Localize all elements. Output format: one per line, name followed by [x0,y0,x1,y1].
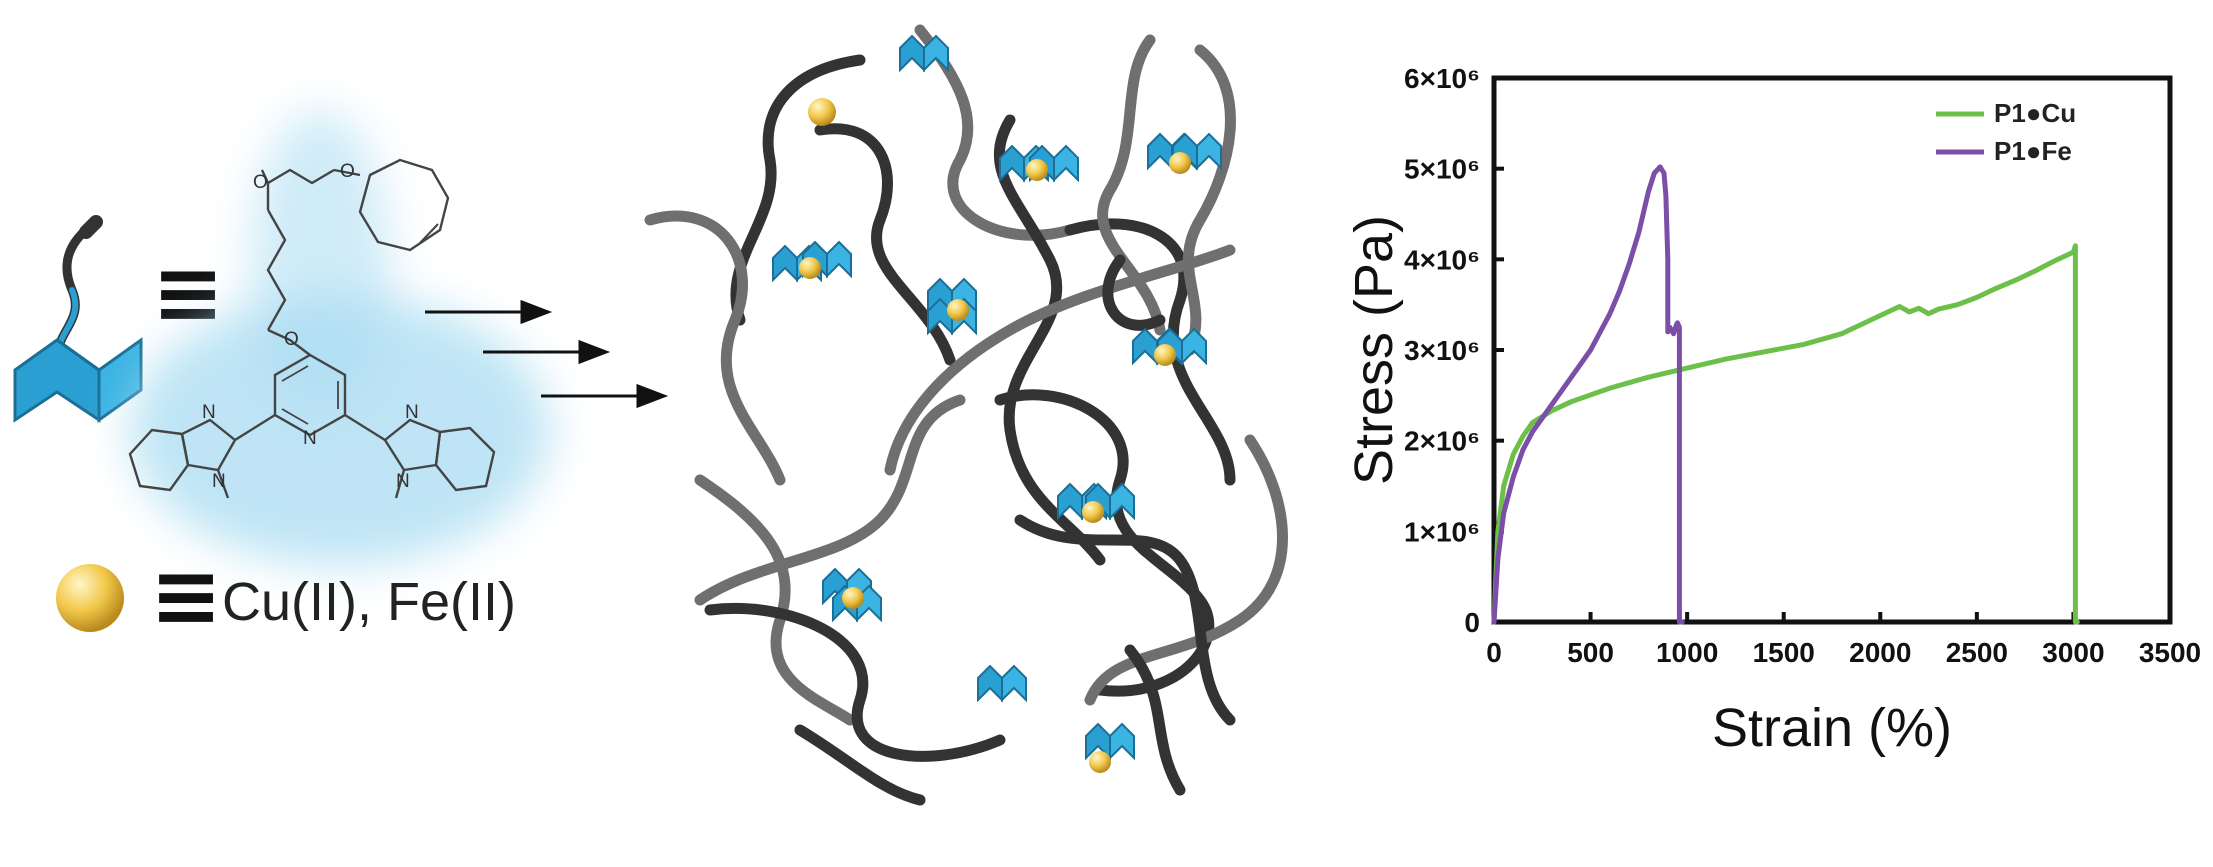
polymer-network [644,24,1288,806]
y-tick-label: 5×10⁶ [1404,154,1480,185]
free-ligand-3 [1085,723,1135,773]
metal-ion-icon [56,564,124,632]
free-ligand-2 [977,665,1027,701]
x-tick-label: 500 [1567,637,1614,668]
legend-panel: ≡ [13,110,550,646]
atom-label-n4: N [405,402,419,423]
ligand-molecule [128,110,550,565]
atom-label-o2: O [340,161,355,182]
atom-label-n1: N [303,428,317,449]
series-line-p1-cu [1491,243,2080,625]
arrow-3 [541,383,669,409]
series-line-p1-fe [1491,164,1685,625]
y-tick-label: 2×10⁶ [1404,426,1480,457]
x-ticks: 0 500 1000 1500 2000 2500 3000 3500 [1486,612,2201,668]
x-tick-label: 1500 [1753,637,1815,668]
atom-label-n3: N [212,471,226,492]
atom-label-n5: N [396,471,410,492]
polymer-strand-icon [13,215,143,423]
arrow-1 [425,299,553,325]
legend-label: P1●Fe [1994,136,2072,166]
chart-legend: P1●Cu P1●Fe [1936,98,2076,166]
free-metal-ion [808,98,836,126]
x-tick-label: 0 [1486,637,1502,668]
y-tick-label: 6×10⁶ [1404,63,1480,94]
y-tick-label: 0 [1464,607,1480,638]
x-axis-title: Strain (%) [1712,698,1952,758]
stress-strain-chart: 0 500 1000 1500 2000 2500 3000 3500 0 1×10⁶ 2×10⁶… [1344,63,2201,758]
metal-ions-label: Cu(II), Fe(II) [222,572,516,632]
reaction-arrows [425,299,669,409]
x-tick-label: 2500 [1946,637,2008,668]
y-tick-label: 4×10⁶ [1404,244,1480,275]
y-ticks: 0 1×10⁶ 2×10⁶ 3×10⁶ 4×10⁶ 5×10⁶ 6×10⁶ [1404,63,1504,638]
complex-7 [822,568,882,621]
atom-label-o1: O [253,172,268,193]
x-tick-label: 3000 [2042,637,2104,668]
x-tick-label: 2000 [1849,637,1911,668]
complex-6 [1057,483,1135,523]
arrow-2 [483,339,611,365]
ligand-atom-labels: O O O N N N N N [202,161,419,492]
x-tick-label: 1000 [1656,637,1718,668]
series-lines [1491,164,2080,625]
y-axis-title: Stress (Pa) [1344,215,1404,485]
polymer-chains [644,24,1288,806]
atom-label-n2: N [202,402,216,423]
complex-3 [1147,133,1222,174]
complex-2 [999,145,1079,181]
complex-1 [772,241,852,281]
atom-label-o3: O [284,329,299,350]
complex-4 [927,278,977,334]
legend-label: P1●Cu [1994,98,2076,128]
y-tick-label: 1×10⁶ [1404,516,1480,547]
equiv-symbol-metal: ≡ [150,546,222,646]
complex-5 [1132,328,1207,366]
x-tick-label: 3500 [2139,637,2201,668]
y-tick-label: 3×10⁶ [1404,335,1480,366]
